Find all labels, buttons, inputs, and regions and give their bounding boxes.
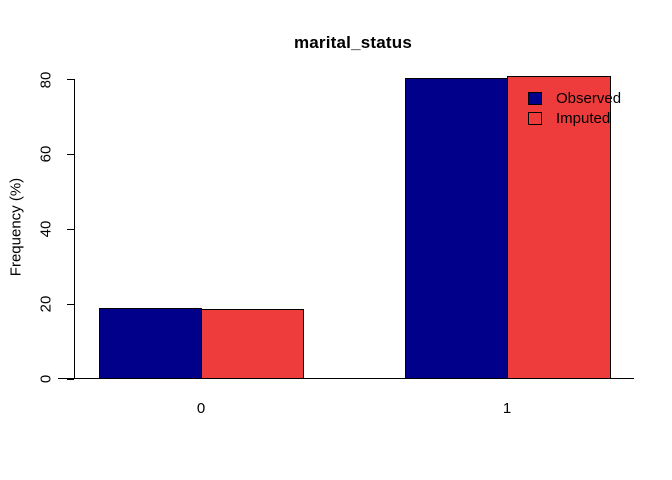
- bar-imputed-group-1: [507, 76, 611, 379]
- y-tick-label-text: 60: [37, 146, 55, 163]
- y-tick-mark: [67, 79, 74, 80]
- x-tick-label: 0: [196, 400, 206, 417]
- legend-swatch-observed-icon: [528, 92, 542, 105]
- y-axis-line: [74, 79, 75, 379]
- y-axis-title-text: Frequency (%): [7, 177, 25, 277]
- y-tick-mark: [67, 304, 74, 305]
- legend: Observed Imputed: [528, 91, 621, 126]
- legend-item-imputed: Imputed: [528, 111, 621, 126]
- legend-swatch-imputed-icon: [528, 112, 542, 125]
- bar-imputed-group-0: [201, 309, 304, 379]
- legend-item-observed: Observed: [528, 91, 621, 106]
- y-tick-label-text: 80: [37, 71, 55, 88]
- y-tick-label-text: 20: [37, 295, 55, 313]
- bar-observed-group-0: [99, 308, 202, 379]
- chart-title: marital_status: [293, 33, 413, 52]
- x-tick-label: 1: [502, 400, 512, 417]
- y-tick-label-text: 0: [37, 374, 55, 384]
- y-tick-mark: [67, 154, 74, 155]
- bar-observed-group-1: [405, 78, 508, 379]
- x-axis-baseline: [58, 378, 634, 379]
- legend-label-observed: Observed: [556, 90, 622, 107]
- y-tick-mark: [67, 379, 74, 380]
- y-tick-label-text: 40: [37, 220, 55, 238]
- y-tick-mark: [67, 229, 74, 230]
- legend-label-imputed: Imputed: [556, 110, 611, 127]
